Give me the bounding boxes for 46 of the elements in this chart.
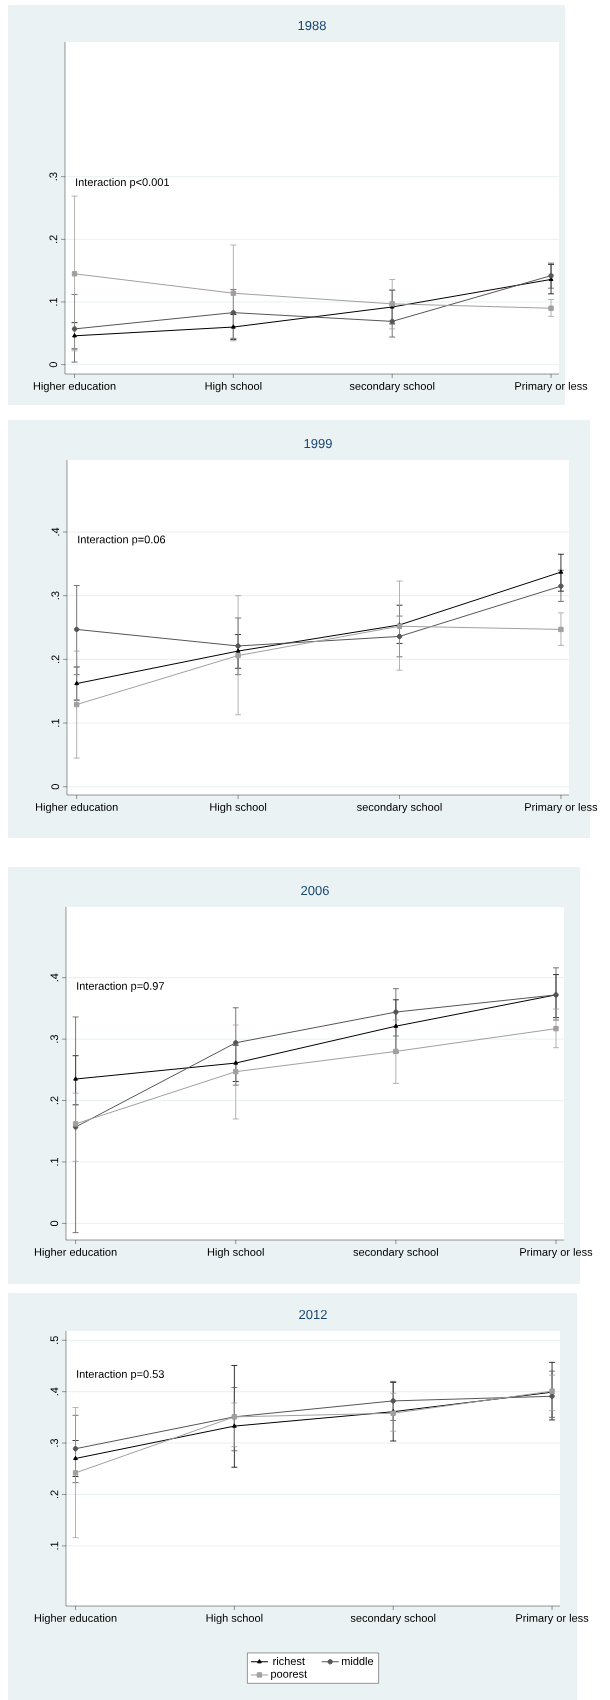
x-tick-label: secondary school — [357, 802, 442, 814]
x-tick-label: Primary or less — [525, 802, 598, 814]
x-tick-label: High school — [210, 802, 267, 814]
y-tick-label: .3 — [50, 1035, 59, 1043]
x-tick-label: secondary school — [350, 1613, 436, 1625]
x-tick-label: High school — [206, 1613, 263, 1625]
y-tick-label: .1 — [51, 718, 60, 727]
x-tick-label: Higher education — [34, 1613, 117, 1625]
x-tick-label: Higher education — [34, 1247, 117, 1259]
y-tick-label: .3 — [50, 1438, 59, 1447]
y-tick-label: .2 — [50, 1490, 59, 1499]
x-tick-label: Higher education — [36, 802, 118, 814]
x-tick-label: secondary school — [353, 1247, 438, 1259]
x-tick-label: Primary or less — [515, 381, 588, 393]
x-tick-label: secondary school — [349, 381, 435, 393]
y-tick-label: .2 — [50, 1096, 59, 1105]
y-tick-label: .3 — [49, 172, 58, 181]
annotation: Interaction p=0.53 — [77, 1369, 164, 1381]
y-tick-label: .2 — [49, 235, 58, 243]
annotation: Interaction p=0.97 — [77, 981, 164, 993]
y-tick-label: .4 — [50, 973, 59, 982]
y-tick-label: .3 — [51, 591, 60, 600]
y-tick-label: .2 — [51, 655, 60, 663]
y-tick-label: 0 — [51, 784, 60, 790]
annotation: Interaction p<0.001 — [76, 178, 170, 189]
y-tick-label: .1 — [50, 1541, 59, 1550]
chart-title: 2012 — [299, 1309, 327, 1320]
x-tick-label: Primary or less — [516, 1613, 589, 1625]
legend-label: richest — [273, 1656, 305, 1666]
legend-label: poorest — [271, 1670, 308, 1680]
chart-title: 1999 — [304, 438, 332, 449]
annotation: Interaction p=0.06 — [78, 535, 166, 546]
y-tick-label: 0 — [49, 362, 58, 368]
x-tick-label: High school — [205, 381, 262, 393]
y-tick-label: .1 — [50, 1157, 59, 1166]
y-tick-label: .1 — [49, 297, 58, 306]
legend-label: middle — [341, 1656, 374, 1666]
y-tick-label: .4 — [51, 527, 60, 536]
x-tick-label: High school — [207, 1247, 264, 1259]
x-tick-label: Primary or less — [520, 1247, 593, 1259]
chart-title: 2006 — [301, 885, 329, 896]
y-tick-label: .5 — [50, 1336, 59, 1344]
chart-title: 1988 — [298, 20, 326, 31]
y-tick-label: .4 — [50, 1387, 59, 1396]
x-tick-label: Higher education — [33, 381, 116, 393]
y-tick-label: 0 — [50, 1220, 59, 1227]
